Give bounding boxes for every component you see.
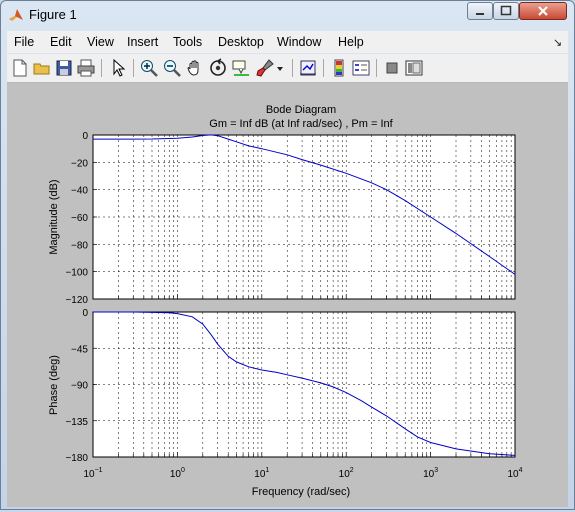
phase-axes: 0 −45 −90 −135 −180 Phase (deg): [48, 308, 516, 464]
toolbar-separator: [133, 59, 134, 77]
phase-ylabel: Phase (deg): [48, 355, 60, 415]
phase-y-tick-label: −180: [65, 453, 88, 464]
menu-bar: File Edit View Insert Tools Desktop Wind…: [7, 31, 568, 53]
rotate-3d-icon[interactable]: [208, 58, 228, 78]
brush-icon[interactable]: [255, 58, 275, 78]
legend-icon[interactable]: [351, 58, 371, 78]
title-bar[interactable]: Figure 1: [1, 1, 574, 29]
new-figure-icon[interactable]: [10, 58, 30, 78]
magnitude-ylabel: Magnitude (dB): [48, 179, 60, 254]
menu-help[interactable]: Help: [338, 35, 364, 49]
menu-file[interactable]: File: [14, 35, 35, 49]
window-title: Figure 1: [29, 7, 77, 22]
pan-hand-icon[interactable]: [185, 58, 205, 78]
magnitude-y-tick-label: −120: [65, 295, 88, 306]
edit-plot-arrow-icon[interactable]: [108, 58, 128, 78]
minimize-button[interactable]: [467, 2, 493, 20]
menu-window[interactable]: Window: [277, 35, 322, 49]
zoom-in-icon[interactable]: [139, 58, 159, 78]
menu-insert[interactable]: Insert: [127, 35, 159, 49]
maximize-button[interactable]: [493, 2, 519, 20]
figure-toolbar: [7, 54, 568, 83]
magnitude-axes: 0 −20 −40 −60 −80 −100 −120 Magnitude (dB): [48, 131, 516, 306]
print-icon[interactable]: [76, 58, 96, 78]
brush-dropdown-icon[interactable]: [275, 58, 285, 78]
save-icon[interactable]: [54, 58, 74, 78]
close-button[interactable]: [519, 2, 567, 20]
hide-plot-tools-icon[interactable]: [382, 58, 402, 78]
matlab-logo-icon: [9, 9, 23, 21]
x-tick-label: 100: [170, 467, 185, 480]
phase-curve: [93, 311, 516, 456]
close-icon: [538, 6, 548, 16]
figure-canvas: Bode Diagram Gm = Inf dB (at Inf rad/sec…: [7, 83, 568, 507]
open-file-icon[interactable]: [32, 58, 52, 78]
menu-view[interactable]: View: [87, 35, 114, 49]
bode-plot-svg[interactable]: Bode Diagram Gm = Inf dB (at Inf rad/sec…: [7, 83, 568, 507]
magnitude-y-tick-label: −60: [71, 213, 88, 224]
dock-arrow-icon[interactable]: ↘: [553, 37, 563, 49]
magnitude-curve: [93, 134, 516, 275]
phase-y-tick-label: −45: [71, 344, 88, 355]
show-plot-tools-icon[interactable]: [404, 58, 424, 78]
data-cursor-icon[interactable]: [231, 58, 251, 78]
x-axis-label: Frequency (rad/sec): [252, 486, 350, 498]
link-plot-icon[interactable]: [298, 58, 318, 78]
menu-desktop[interactable]: Desktop: [218, 35, 264, 49]
colorbar-icon[interactable]: [329, 58, 349, 78]
toolbar-separator: [292, 59, 293, 77]
menu-edit[interactable]: Edit: [50, 35, 72, 49]
toolbar-separator: [323, 59, 324, 77]
magnitude-y-tick-label: −20: [71, 158, 88, 169]
magnitude-y-tick-label: 0: [82, 131, 88, 142]
menu-tools[interactable]: Tools: [173, 35, 203, 49]
minimize-icon: [476, 13, 484, 15]
magnitude-y-tick-label: −40: [71, 186, 88, 197]
x-tick-label: 103: [423, 467, 438, 480]
toolbar-separator: [101, 59, 102, 77]
phase-y-tick-label: −90: [71, 381, 88, 392]
x-tick-label: 101: [254, 467, 269, 480]
phase-y-tick-label: 0: [82, 308, 88, 319]
x-tick-labels: 10−1 100 101 102 103 104: [83, 467, 522, 480]
toolbar-separator: [376, 59, 377, 77]
magnitude-y-tick-label: −100: [65, 268, 88, 279]
zoom-out-icon[interactable]: [162, 58, 182, 78]
phase-y-tick-label: −135: [65, 417, 88, 428]
maximize-icon: [500, 5, 512, 16]
x-tick-label: 102: [339, 467, 354, 480]
plot-title: Bode Diagram: [266, 104, 336, 116]
x-tick-label: 104: [507, 467, 522, 480]
plot-subtitle: Gm = Inf dB (at Inf rad/sec) , Pm = Inf: [209, 118, 393, 130]
x-tick-label: 10−1: [83, 467, 102, 480]
magnitude-y-tick-label: −80: [71, 240, 88, 251]
